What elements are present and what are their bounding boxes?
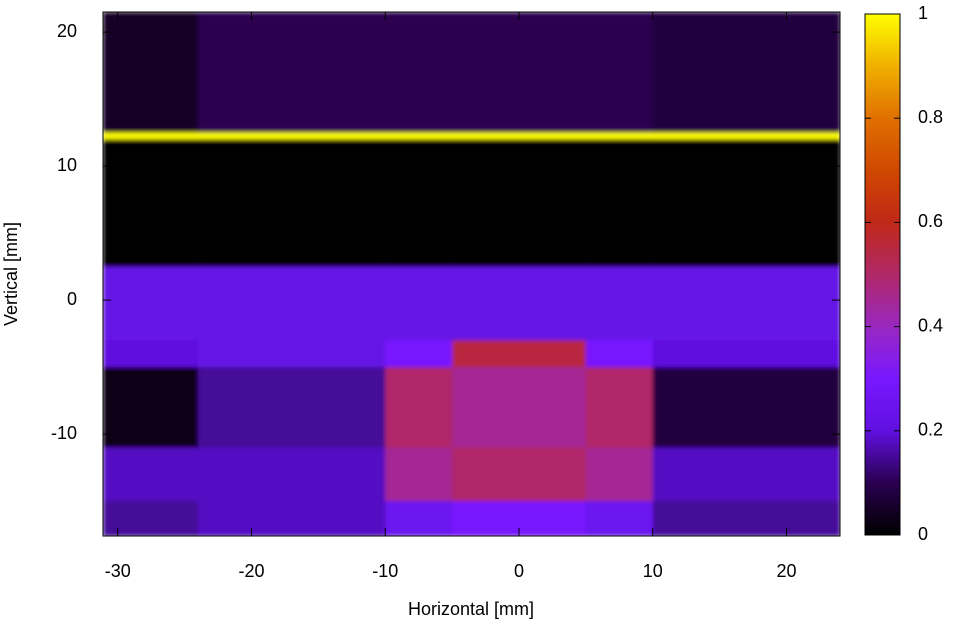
heatmap-cell (452, 340, 587, 368)
heatmap-cell (585, 447, 654, 502)
heatmap-cell (452, 266, 587, 341)
heatmap-cell (652, 367, 840, 449)
heatmap-cell (197, 266, 386, 341)
heatmap-cell (197, 12, 386, 134)
heatmap-cell (197, 501, 386, 536)
heatmap-cell (197, 340, 386, 368)
heatmap-cell (103, 367, 199, 449)
colorbar-tick-label: 0.6 (918, 211, 943, 231)
colorbar-tick-label: 0 (918, 524, 928, 544)
heatmap (103, 12, 840, 536)
heatmap-cell (385, 340, 453, 368)
heatmap-cell (385, 132, 453, 140)
heatmap-cell (652, 340, 840, 368)
heatmap-cell (652, 447, 840, 502)
heatmap-cell (103, 501, 199, 536)
heatmap-cell (197, 139, 386, 268)
heatmap-cell (197, 132, 386, 140)
y-tick-label: 0 (67, 289, 77, 309)
y-tick-label: -10 (51, 423, 77, 443)
heatmap-cell (452, 12, 587, 134)
heatmap-cell (652, 501, 840, 536)
x-tick-label: 20 (776, 561, 796, 581)
heatmap-cell (385, 501, 453, 536)
colorbar (864, 13, 901, 536)
heatmap-cell (103, 139, 199, 268)
heatmap-cell (103, 266, 199, 341)
heatmap-cell (385, 367, 453, 449)
colorbar-tick-label: 0.4 (918, 315, 943, 335)
heatmap-cell (385, 266, 453, 341)
heatmap-cell (585, 139, 654, 268)
colorbar-tick-label: 0.2 (918, 420, 943, 440)
y-axis-label: Vertical [mm] (1, 222, 21, 326)
y-tick-label: 20 (57, 21, 77, 41)
heatmap-cell (103, 12, 199, 134)
y-tick-label: 10 (57, 155, 77, 175)
heatmap-cell (585, 501, 654, 536)
x-tick-label: -30 (105, 561, 131, 581)
colorbar-tick-label: 0.8 (918, 107, 943, 127)
heatmap-cell (585, 266, 654, 341)
heatmap-cell (103, 340, 199, 368)
heatmap-cell (197, 367, 386, 449)
heatmap-cell (652, 12, 840, 134)
heatmap-cell (452, 139, 587, 268)
x-axis-label: Horizontal [mm] (408, 599, 534, 619)
x-tick-label: 10 (643, 561, 663, 581)
heatmap-cell (103, 447, 199, 502)
heatmap-cell (452, 447, 587, 502)
x-tick-label: -10 (372, 561, 398, 581)
heatmap-cell (103, 132, 199, 140)
plot-frame (102, 11, 841, 537)
heatmap-cell (197, 447, 386, 502)
heatmap-cell (652, 266, 840, 341)
heatmap-cell (585, 367, 654, 449)
heatmap-cell (652, 132, 840, 140)
heatmap-cell (452, 132, 587, 140)
heatmap-cell (385, 447, 453, 502)
x-tick-label: 0 (514, 561, 524, 581)
heatmap-cell (652, 139, 840, 268)
heatmap-cell (385, 12, 453, 134)
x-tick-label: -20 (238, 561, 264, 581)
heatmap-cell (452, 367, 587, 449)
heatmap-cell (385, 139, 453, 268)
heatmap-cell (585, 340, 654, 368)
heatmap-cell (585, 132, 654, 140)
colorbar-tick-label: 1 (918, 3, 928, 23)
heatmap-cell (585, 12, 654, 134)
